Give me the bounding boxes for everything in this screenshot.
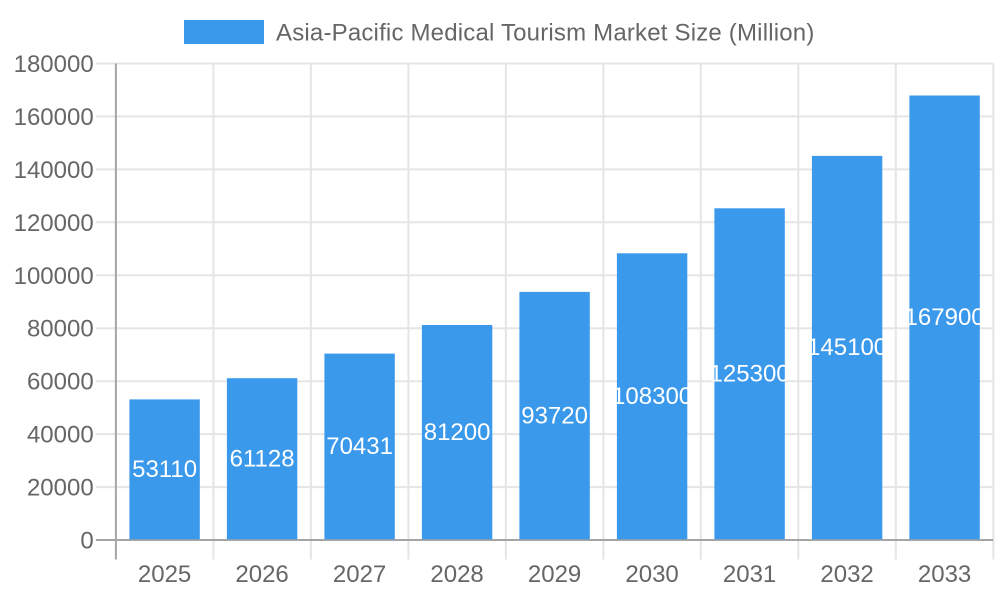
svg-text:145100: 145100 — [807, 334, 887, 361]
svg-text:167900: 167900 — [905, 304, 985, 331]
svg-text:53110: 53110 — [132, 456, 197, 483]
svg-text:Asia-Pacific Medical Tourism M: Asia-Pacific Medical Tourism Market Size… — [276, 20, 815, 47]
svg-text:93720: 93720 — [521, 402, 588, 429]
svg-text:2025: 2025 — [138, 561, 191, 588]
svg-text:2028: 2028 — [430, 561, 483, 588]
svg-text:40000: 40000 — [27, 422, 94, 449]
svg-text:0: 0 — [80, 528, 93, 555]
svg-text:61128: 61128 — [230, 445, 295, 472]
svg-text:2029: 2029 — [528, 561, 581, 588]
svg-text:108300: 108300 — [612, 383, 692, 410]
svg-text:2031: 2031 — [723, 561, 776, 588]
svg-text:140000: 140000 — [14, 157, 94, 184]
svg-text:2030: 2030 — [625, 561, 678, 588]
svg-text:20000: 20000 — [27, 475, 94, 502]
svg-text:180000: 180000 — [14, 51, 94, 78]
svg-text:160000: 160000 — [14, 104, 94, 131]
svg-text:125300: 125300 — [710, 361, 790, 388]
svg-text:120000: 120000 — [14, 210, 94, 237]
svg-text:2033: 2033 — [918, 561, 971, 588]
svg-text:60000: 60000 — [27, 369, 94, 396]
svg-text:2027: 2027 — [333, 561, 386, 588]
svg-text:2026: 2026 — [235, 561, 288, 588]
svg-text:81200: 81200 — [424, 419, 491, 446]
svg-text:100000: 100000 — [14, 263, 94, 290]
svg-text:80000: 80000 — [27, 316, 94, 343]
svg-text:70431: 70431 — [326, 433, 393, 460]
svg-text:2032: 2032 — [820, 561, 873, 588]
